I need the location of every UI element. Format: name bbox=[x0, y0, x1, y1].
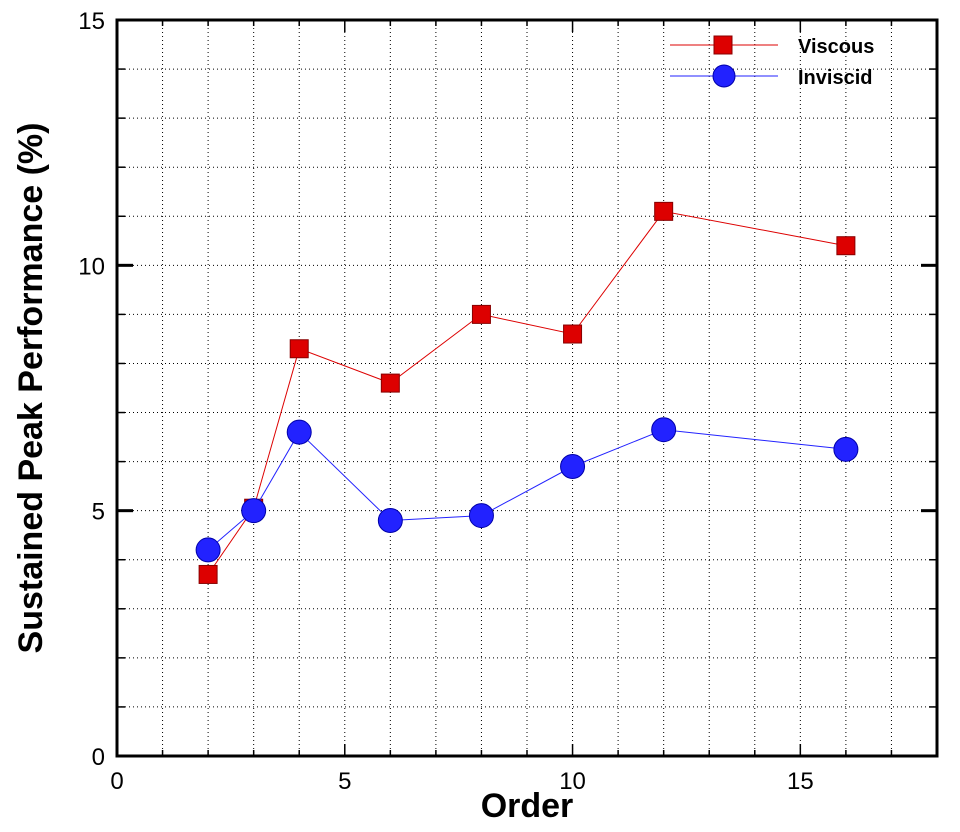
y-tick-label: 10 bbox=[78, 253, 105, 280]
y-tick-label: 15 bbox=[78, 8, 105, 35]
series-line-viscous bbox=[207, 210, 846, 575]
data-point-viscous bbox=[289, 339, 309, 359]
data-point-inviscid bbox=[195, 537, 221, 563]
x-tick-label: 15 bbox=[787, 768, 814, 795]
data-point-inviscid bbox=[833, 436, 859, 462]
data-point-inviscid bbox=[241, 498, 267, 524]
data-point-inviscid bbox=[286, 419, 312, 445]
legend-inviscid-marker bbox=[712, 64, 736, 88]
data-point-viscous bbox=[380, 373, 400, 393]
x-tick-label: 0 bbox=[110, 768, 123, 795]
tick-labels: 0 5 10 15 0 5 10 15 bbox=[78, 8, 813, 795]
x-tick-label: 5 bbox=[338, 768, 351, 795]
y-axis-title: Sustained Peak Performance (%) bbox=[12, 123, 50, 654]
data-point-viscous bbox=[836, 236, 856, 256]
data-point-viscous bbox=[563, 324, 583, 344]
data-point-inviscid bbox=[651, 417, 677, 443]
y-tick-label: 0 bbox=[92, 744, 105, 771]
legend: Viscous Inviscid bbox=[670, 35, 874, 89]
data-point-inviscid bbox=[468, 503, 494, 529]
data-point-viscous bbox=[198, 564, 218, 584]
legend-viscous-label: Viscous bbox=[798, 36, 874, 58]
data-point-inviscid bbox=[560, 454, 586, 480]
grid bbox=[117, 20, 937, 756]
data-point-viscous bbox=[654, 201, 674, 221]
data-point-inviscid bbox=[377, 507, 403, 533]
legend-inviscid-label: Inviscid bbox=[798, 67, 872, 89]
x-tick-label: 10 bbox=[559, 768, 586, 795]
x-axis-title: Order bbox=[481, 787, 574, 825]
y-tick-label: 5 bbox=[92, 499, 105, 526]
series bbox=[195, 201, 859, 584]
series-line-inviscid bbox=[207, 429, 846, 551]
axis-ticks bbox=[117, 20, 937, 756]
legend-viscous-marker bbox=[713, 35, 733, 55]
data-point-viscous bbox=[471, 304, 491, 324]
